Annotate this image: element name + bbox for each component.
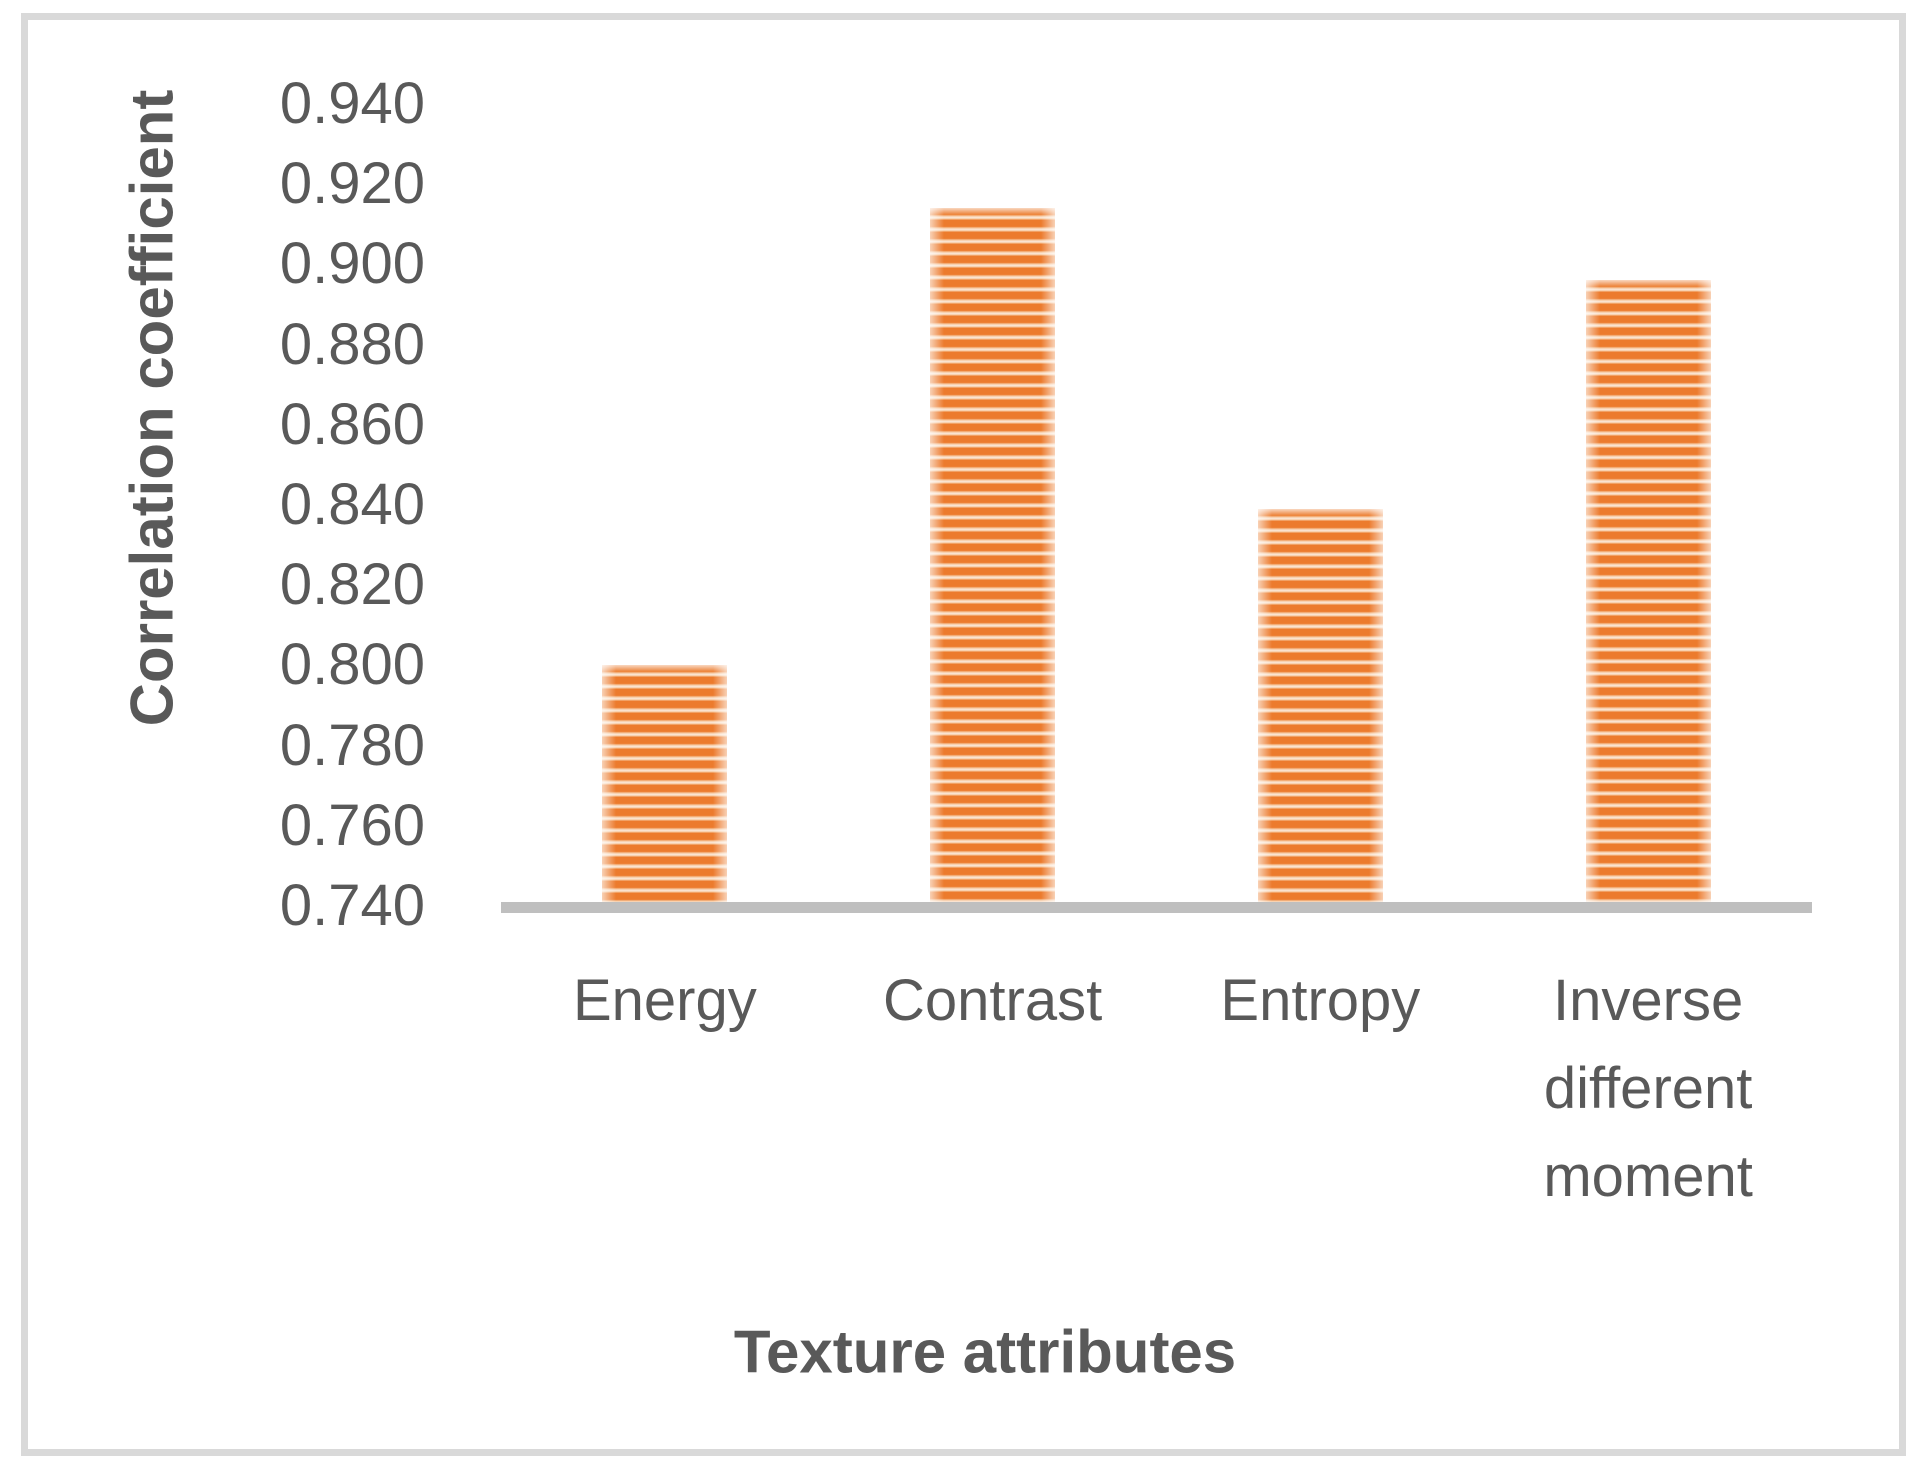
- bar-contrast: [930, 208, 1056, 902]
- chart-border-frame: [21, 13, 1906, 1456]
- x-axis-line: [501, 902, 1812, 913]
- y-tick-label-0.840: 0.840: [279, 472, 425, 537]
- x-category-label-energy: Energy: [572, 968, 757, 1033]
- y-tick-label-0.920: 0.920: [279, 151, 425, 217]
- y-tick-label-0.940: 0.940: [279, 71, 425, 136]
- y-tick-label-0.740: 0.740: [279, 873, 425, 938]
- x-category-label-entropy: Entropy: [1220, 968, 1421, 1033]
- y-tick-label-0.800: 0.800: [279, 632, 425, 698]
- bar-inverse-different-moment: [1585, 280, 1711, 902]
- y-tick-label-0.780: 0.780: [279, 712, 425, 778]
- bar-entropy: [1257, 509, 1383, 902]
- x-category-label-inverse-different-moment: Inverse different moment: [1543, 968, 1753, 1209]
- y-tick-label-0.860: 0.860: [279, 391, 425, 457]
- x-category-label-contrast: Contrast: [883, 968, 1103, 1033]
- x-axis-title: Texture attributes: [733, 1318, 1237, 1386]
- y-tick-label-0.900: 0.900: [279, 231, 425, 297]
- bar-energy: [602, 665, 728, 902]
- y-tick-label-0.760: 0.760: [279, 792, 425, 858]
- y-tick-label-0.820: 0.820: [279, 552, 425, 618]
- y-tick-label-0.880: 0.880: [279, 311, 425, 377]
